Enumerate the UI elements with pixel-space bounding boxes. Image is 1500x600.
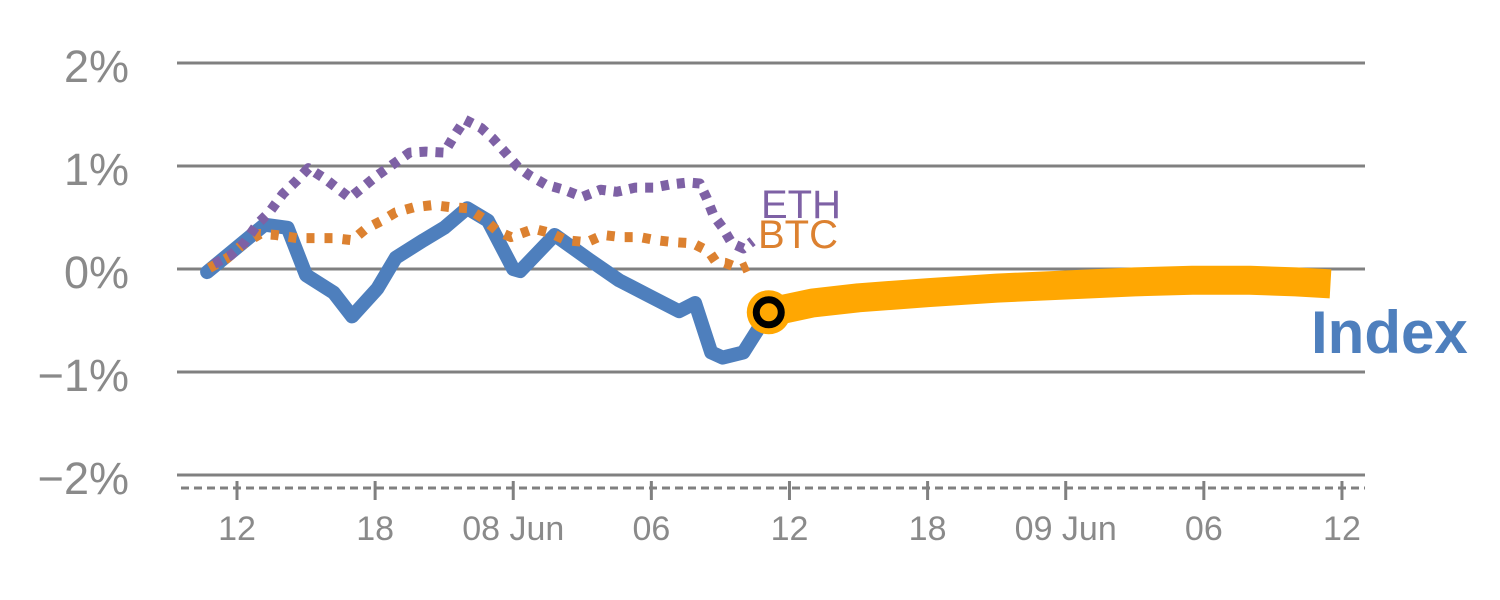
y-tick-label: 2% [64,41,129,92]
x-tick-label: 12 [218,510,256,548]
eth-line [211,114,756,269]
btc-series-label: BTC [758,213,838,257]
y-tick-label: 1% [64,144,129,195]
eth-series-label: ETH [761,183,841,227]
x-tick-label: 09 Jun [1015,510,1117,548]
index-series-label: Index [1311,299,1468,366]
y-tick-label: −2% [38,453,129,504]
btc-line [206,200,751,274]
x-tick-label: 08 Jun [462,510,564,548]
current-point-marker-ring [752,296,785,329]
y-tick-label: −1% [38,350,129,401]
index-line [200,201,776,365]
x-tick-label: 18 [909,510,947,548]
x-tick-label: 12 [771,510,809,548]
x-tick-label: 06 [632,510,670,548]
x-tick-label: 18 [356,510,394,548]
forecast-line [765,265,1332,327]
x-tick-label: 12 [1323,510,1361,548]
x-tick-label: 06 [1185,510,1223,548]
y-tick-label: 0% [64,247,129,298]
